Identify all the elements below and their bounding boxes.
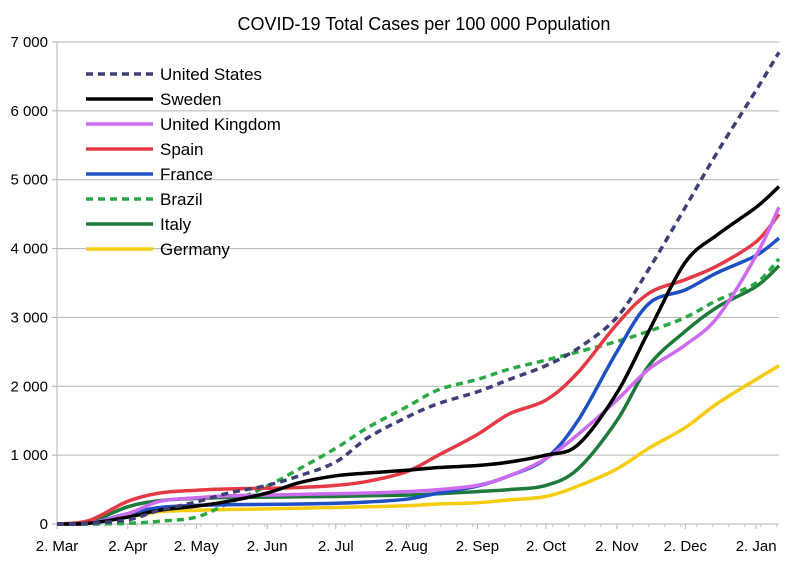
y-tick-label: 0 xyxy=(40,516,48,533)
chart-title: COVID-19 Total Cases per 100 000 Populat… xyxy=(238,14,611,34)
y-tick-label: 2 000 xyxy=(10,378,48,395)
legend-label: United States xyxy=(160,65,262,84)
legend-item-germany: Germany xyxy=(86,240,230,259)
legend-label: France xyxy=(160,165,213,184)
x-tick-label: 2. Nov xyxy=(595,538,639,555)
legend-item-united-kingdom: United Kingdom xyxy=(86,115,281,134)
legend-item-brazil: Brazil xyxy=(86,190,203,209)
y-tick-label: 3 000 xyxy=(10,309,48,326)
legend-item-italy: Italy xyxy=(86,215,192,234)
x-tick-label: 2. Aug xyxy=(385,538,428,555)
y-tick-label: 5 000 xyxy=(10,172,48,189)
series-line-germany xyxy=(56,364,780,526)
legend: United States Sweden United Kingdom Spain Fr… xyxy=(86,65,281,259)
legend-label: United Kingdom xyxy=(160,115,281,134)
x-tick-label: 2. Jun xyxy=(247,538,288,555)
y-tick-label: 4 000 xyxy=(10,241,48,258)
y-tick-label: 7 000 xyxy=(10,34,48,51)
series-line-spain xyxy=(56,212,781,526)
x-tick-label: 2. Apr xyxy=(108,538,147,555)
legend-item-france: France xyxy=(86,165,213,184)
series-line-united-kingdom xyxy=(56,206,781,526)
series-lines xyxy=(56,51,781,526)
legend-item-spain: Spain xyxy=(86,140,203,159)
y-tick-label: 6 000 xyxy=(10,103,48,120)
legend-label: Brazil xyxy=(160,190,203,209)
legend-label: Spain xyxy=(160,140,203,159)
x-tick-label: 2. Dec xyxy=(664,538,708,555)
legend-label: Italy xyxy=(160,215,192,234)
x-tick-label: 2. Mar xyxy=(36,538,79,555)
x-tick-label: 2. Sep xyxy=(456,538,499,555)
series-line-sweden xyxy=(56,185,781,526)
legend-item-united-states: United States xyxy=(86,65,262,84)
x-tick-label: 2. Jan xyxy=(736,538,777,555)
legend-label: Germany xyxy=(160,240,230,259)
legend-item-sweden: Sweden xyxy=(86,90,221,109)
y-tick-label: 1 000 xyxy=(10,447,48,464)
legend-label: Sweden xyxy=(160,90,221,109)
x-tick-label: 2. Jul xyxy=(318,538,354,555)
axes: 0 1 000 2 000 3 000 4 000 5 000 6 000 7 000 2. M… xyxy=(10,34,779,555)
x-tick-label: 2. Oct xyxy=(526,538,567,555)
series-line-brazil xyxy=(56,257,781,526)
series-line-united-states xyxy=(56,51,781,526)
x-tick-label: 2. May xyxy=(174,538,220,555)
